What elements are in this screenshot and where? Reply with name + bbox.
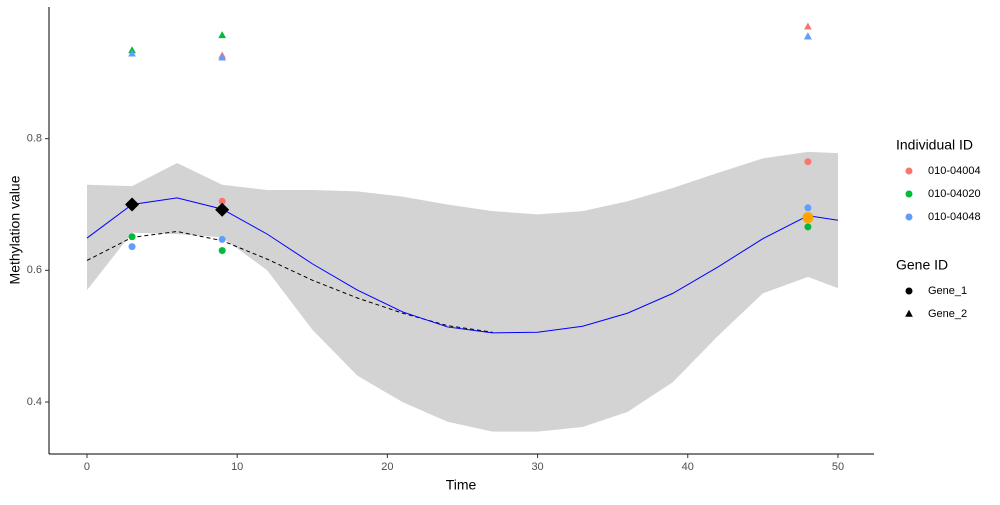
x-tick-label: 40 [682, 461, 694, 473]
x-tick-label: 10 [231, 461, 243, 473]
x-tick-label: 30 [531, 461, 543, 473]
legend-title: Gene ID [896, 257, 948, 273]
point [128, 49, 136, 57]
x-tick-label: 0 [84, 461, 90, 473]
summary-point [125, 197, 140, 212]
summary-point [215, 202, 230, 217]
point [218, 31, 227, 39]
legend-label: 010-04048 [928, 211, 981, 223]
point [128, 243, 136, 251]
x-axis-label: Time [446, 477, 477, 493]
x-tick-label: 20 [381, 461, 393, 473]
point [128, 233, 136, 241]
point [804, 223, 812, 231]
point [804, 204, 812, 212]
y-tick-label: 0.4 [27, 396, 42, 408]
point [218, 197, 226, 205]
point [218, 53, 227, 61]
y-tick-label: 0.6 [27, 264, 42, 276]
y-tick-label: 0.8 [27, 133, 42, 145]
legend-marker [905, 213, 913, 221]
summary-point [802, 212, 814, 224]
point [804, 22, 812, 30]
point [804, 32, 812, 40]
fit-line [86, 197, 839, 334]
point [218, 235, 226, 243]
legend-marker [905, 167, 913, 175]
y-axis-label: Methylation value [7, 175, 23, 284]
legend-marker [905, 287, 913, 295]
confidence-ribbon [86, 151, 838, 432]
legend-marker [905, 309, 913, 317]
point [218, 247, 226, 255]
x-tick-label: 50 [832, 461, 844, 473]
legend-label: 010-04004 [928, 165, 981, 177]
point [804, 158, 812, 166]
legend-title: Individual ID [896, 137, 973, 153]
legend-marker [905, 190, 913, 198]
legend-label: Gene_1 [928, 285, 967, 297]
legend-label: Gene_2 [928, 308, 967, 320]
legend-label: 010-04020 [928, 188, 981, 200]
